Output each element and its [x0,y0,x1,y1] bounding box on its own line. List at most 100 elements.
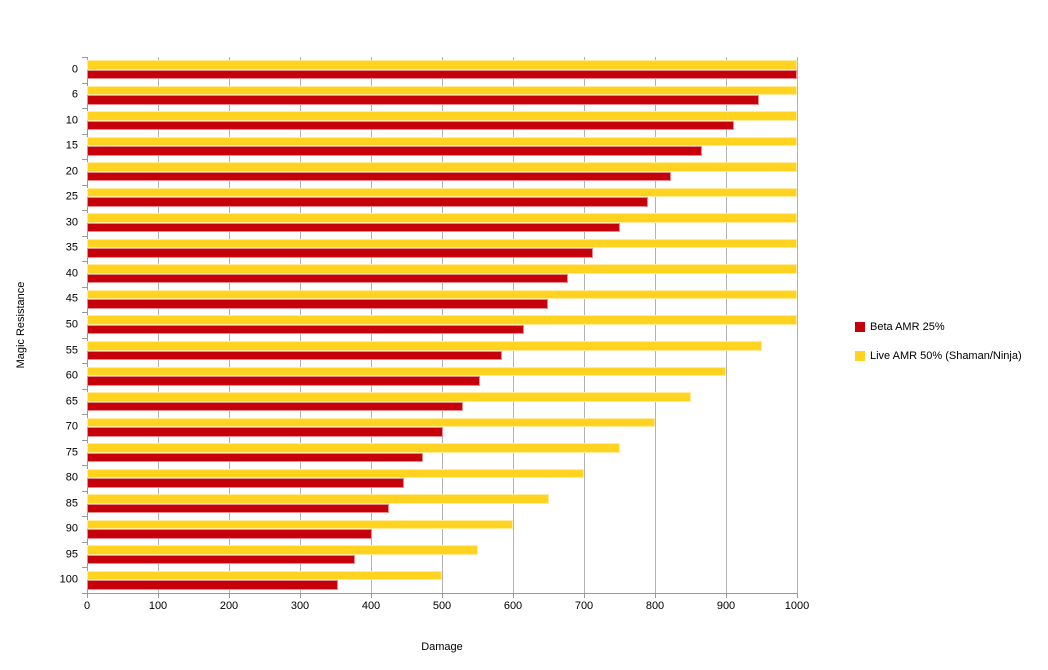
bar-beta-amr [87,171,672,182]
bar-group [87,567,797,593]
bar-beta-amr [87,248,593,258]
bar-live-amr [87,60,797,70]
x-axis-line [82,593,798,594]
bar-group [87,542,797,568]
bar-live-amr [87,111,797,121]
bar-beta-amr [87,222,621,233]
x-tick-label: 700 [574,600,594,612]
bar-live-amr [87,392,691,402]
bar-live-amr [87,570,442,581]
bar-live-amr [87,519,513,530]
y-tick-label: 90 [65,522,78,535]
y-tick-label: 0 [71,63,78,76]
gridline [726,57,727,593]
y-axis-tick [82,159,87,161]
bar-live-amr [87,213,797,223]
y-tick-label: 75 [65,446,78,459]
x-tick-label: 900 [716,600,736,612]
y-axis-tick [82,516,87,518]
y-axis-tick [82,567,87,569]
y-tick-label: 40 [65,267,78,280]
y-tick-label: 6 [71,88,78,101]
bar-group [87,363,797,389]
bar-live-amr [87,315,797,325]
y-tick-label: 50 [65,318,78,331]
x-tick-label: 1000 [784,600,810,612]
y-tick-label: 45 [65,292,78,305]
bar-beta-amr [87,503,389,514]
bar-beta-amr [87,452,423,463]
y-axis-labels: 0 6 10 15 20 25 30 35 40 45 50 55 60 65 70 75 80 85 90 95 10… [40,57,78,593]
plot-area [82,57,798,598]
y-axis-tick [82,337,87,339]
y-axis-tick [82,286,87,288]
y-tick-label: 20 [65,165,78,178]
bar-group [87,83,797,109]
y-axis-tick [82,414,87,416]
bar-beta-amr [87,95,759,105]
x-tick-label: 800 [645,600,665,612]
y-tick-label: 30 [65,216,78,229]
y-axis-tick [82,133,87,135]
bar-group [87,491,797,517]
bar-group [87,465,797,491]
y-axis-tick [82,388,87,390]
bar-live-amr [87,341,762,351]
x-axis-tick [442,593,443,598]
bar-live-amr [87,85,797,96]
x-axis-tick [371,593,372,598]
bar-live-amr [87,136,797,147]
bar-live-amr [87,494,549,504]
y-axis-title: Magic Resistance [15,281,27,369]
bar-beta-amr [87,120,734,131]
x-tick-label: 100 [148,600,168,612]
bar-group [87,261,797,287]
bar-beta-amr [87,478,404,488]
y-axis-tick [82,490,87,492]
x-tick-label: 500 [432,600,452,612]
y-tick-label: 100 [59,573,78,586]
x-axis-tick [726,593,727,598]
bar-beta-amr [87,376,481,386]
y-axis-tick [82,541,87,543]
legend-color-live-swatch [855,350,865,361]
y-axis-tick [82,312,87,314]
x-axis-tick [797,593,798,598]
bar-group [87,338,797,364]
legend-label-beta: Beta AMR 25% [870,320,945,333]
y-axis-tick [82,439,87,441]
bar-beta-amr [87,146,702,156]
y-axis-tick [82,210,87,212]
bar-live-amr [87,468,584,479]
bar-group [87,210,797,236]
x-axis-tick [584,593,585,598]
x-tick-label: 200 [219,600,239,612]
y-axis-tick [82,465,87,467]
bar-group [87,159,797,185]
y-tick-label: 70 [65,420,78,433]
x-tick-label: 0 [83,600,91,612]
bar-beta-amr [87,427,443,437]
y-axis-tick [82,82,87,84]
y-tick-label: 60 [65,369,78,382]
y-axis-tick [82,235,87,237]
y-tick-label: 55 [65,344,78,357]
bars [87,57,797,593]
gridline [655,57,656,593]
x-axis-tick [300,593,301,598]
bar-group [87,185,797,211]
y-axis-tick [82,261,87,263]
x-tick-label: 400 [361,600,381,612]
y-axis-tick [82,108,87,110]
bar-beta-amr [87,197,648,207]
y-axis-tick [82,363,87,365]
bar-live-amr [87,162,797,172]
legend: Beta AMR 25% Live AMR 50% (Shaman/Ninja) [855,320,1022,378]
bar-group [87,287,797,313]
bar-live-amr [87,417,655,428]
x-axis-labels: 0 100 200 300 400 500 600 700 800 900 1000 [0,600,1048,614]
x-axis-title: Damage [421,641,463,653]
bar-live-amr [87,187,797,198]
x-tick-label: 300 [290,600,310,612]
